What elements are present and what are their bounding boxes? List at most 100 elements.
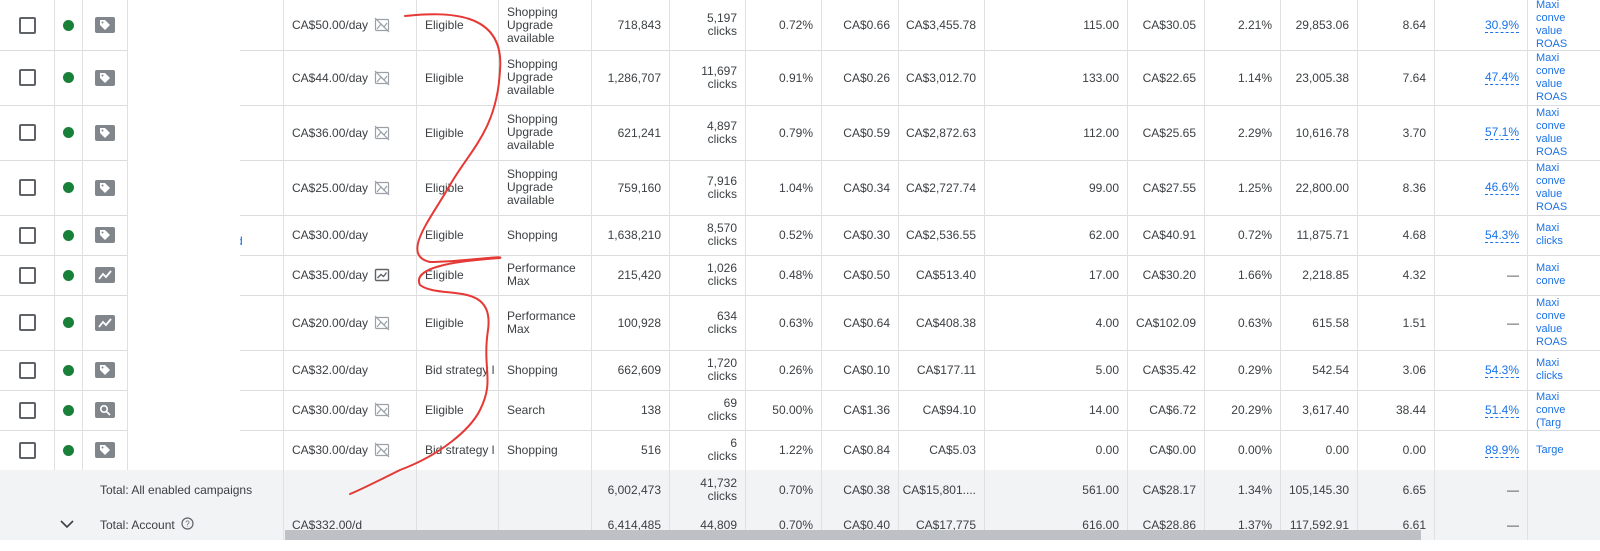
- chevron-down-icon[interactable]: [60, 518, 74, 532]
- stacked-text: Maxi conve value ROAS: [1536, 162, 1567, 214]
- checkbox-cell[interactable]: [0, 430, 55, 470]
- campaign-name-cell[interactable]: [128, 350, 284, 390]
- campaign-row[interactable]: CA$32.00/day Bid strategy l Shopping 662,60…: [0, 350, 1600, 391]
- target-roas-cell[interactable]: 30.9%: [1435, 0, 1528, 50]
- target-roas-cell[interactable]: 46.6%: [1435, 160, 1528, 215]
- cell-text: CA$25.00/day: [292, 180, 369, 195]
- image-off-icon[interactable]: [374, 442, 390, 458]
- status-cell[interactable]: Eligible: [417, 50, 499, 105]
- budget-cell[interactable]: CA$20.00/day: [284, 295, 417, 350]
- help-icon[interactable]: ?: [181, 517, 194, 533]
- bid-strategy-cell[interactable]: Maxi conve (Targ: [1528, 390, 1600, 430]
- status-cell[interactable]: Eligible: [417, 390, 499, 430]
- budget-cell[interactable]: CA$44.00/day: [284, 50, 417, 105]
- budget-cell[interactable]: CA$35.00/day: [284, 255, 417, 295]
- stacked-text: Maxi conve value ROAS: [1536, 107, 1567, 159]
- status-cell[interactable]: Eligible: [417, 105, 499, 160]
- campaign-name-cell[interactable]: [128, 430, 284, 470]
- row-checkbox[interactable]: [18, 69, 36, 86]
- stacked-text: 7,916 clicks: [707, 174, 737, 201]
- target-roas-cell[interactable]: 89.9%: [1435, 430, 1528, 470]
- campaign-row[interactable]: CA$35.00/day Eligible Performance Max 215,42…: [0, 255, 1600, 296]
- bid-strategy-cell[interactable]: Maxi conve value ROAS: [1528, 0, 1600, 50]
- trend-icon[interactable]: [374, 267, 390, 283]
- row-checkbox[interactable]: [18, 226, 36, 244]
- budget-cell[interactable]: CA$50.00/day: [284, 0, 417, 50]
- checkbox-cell[interactable]: [0, 0, 55, 50]
- checkbox-cell[interactable]: [0, 50, 55, 105]
- status-cell[interactable]: Eligible: [417, 0, 499, 50]
- row-checkbox[interactable]: [18, 361, 36, 379]
- status-cell[interactable]: Eligible: [417, 160, 499, 215]
- budget-cell[interactable]: CA$36.00/day: [284, 105, 417, 160]
- checkbox-cell[interactable]: [0, 350, 55, 390]
- campaign-name-cell[interactable]: [128, 390, 284, 430]
- target-roas-cell[interactable]: 51.4%: [1435, 390, 1528, 430]
- chart-icon: [95, 267, 115, 283]
- row-checkbox[interactable]: [18, 16, 36, 34]
- campaign-name-cell[interactable]: [128, 0, 284, 50]
- target-roas-cell[interactable]: 57.1%: [1435, 105, 1528, 160]
- target-roas-cell[interactable]: 54.3%: [1435, 215, 1528, 255]
- campaign-name-cell[interactable]: [128, 295, 284, 350]
- cell-text: 0.91%: [778, 70, 813, 85]
- bid-strategy-cell[interactable]: Maxi conve value ROAS: [1528, 160, 1600, 215]
- row-checkbox[interactable]: [18, 314, 36, 331]
- status-cell[interactable]: Eligible: [417, 295, 499, 350]
- campaign-name-cell[interactable]: [128, 255, 284, 295]
- checkbox-cell[interactable]: [0, 160, 55, 215]
- image-off-icon[interactable]: [374, 125, 390, 141]
- checkbox-cell[interactable]: [0, 255, 55, 295]
- image-off-icon[interactable]: [374, 315, 390, 331]
- budget-cell[interactable]: CA$32.00/day: [284, 350, 417, 390]
- row-checkbox[interactable]: [18, 266, 36, 284]
- status-cell[interactable]: Bid strategy l: [417, 430, 499, 470]
- checkbox-cell[interactable]: [0, 390, 55, 430]
- row-checkbox[interactable]: [18, 441, 36, 459]
- campaign-row[interactable]: CA$44.00/day Eligible Shopping Upgrade avail…: [0, 50, 1600, 106]
- crate-cell: 1.66%: [1205, 255, 1281, 295]
- stacked-text: Shopping Upgrade available: [507, 58, 558, 97]
- budget-cell[interactable]: CA$30.00/day: [284, 390, 417, 430]
- bid-strategy-cell[interactable]: Maxi clicks: [1528, 215, 1600, 255]
- campaign-name-cell[interactable]: [128, 50, 284, 105]
- image-off-icon[interactable]: [374, 180, 390, 196]
- row-checkbox[interactable]: [18, 124, 36, 141]
- row-checkbox[interactable]: [18, 179, 36, 196]
- budget-cell[interactable]: CA$25.00/day: [284, 160, 417, 215]
- budget-cell[interactable]: CA$30.00/day: [284, 215, 417, 255]
- bid-strategy-cell[interactable]: Maxi conve value ROAS: [1528, 50, 1600, 105]
- checkbox-cell[interactable]: [0, 215, 55, 255]
- checkbox-cell[interactable]: [0, 295, 55, 350]
- status-cell[interactable]: Bid strategy l: [417, 350, 499, 390]
- target-roas-cell[interactable]: 54.3%: [1435, 350, 1528, 390]
- campaign-row[interactable]: CA$30.00/day Bid strategy l Shopping 516 6 cl…: [0, 430, 1600, 471]
- campaign-row[interactable]: CA$36.00/day Eligible Shopping Upgrade avail…: [0, 105, 1600, 161]
- bid-strategy-cell[interactable]: Maxi clicks: [1528, 350, 1600, 390]
- cell-text: 54.3%: [1484, 227, 1519, 243]
- bid-strategy-cell[interactable]: Maxi conve value ROAS: [1528, 295, 1600, 350]
- cell-text: ROAS: [1536, 335, 1568, 348]
- budget-cell[interactable]: CA$30.00/day: [284, 430, 417, 470]
- checkbox-cell[interactable]: [0, 105, 55, 160]
- campaign-row[interactable]: CA$30.00/day Eligible Search 138 69 clicks 50.…: [0, 390, 1600, 431]
- bid-strategy-cell[interactable]: Maxi conve value ROAS: [1528, 105, 1600, 160]
- image-off-icon[interactable]: [374, 70, 390, 86]
- bid-strategy-cell[interactable]: Targe: [1528, 430, 1600, 470]
- campaign-row[interactable]: CA$25.00/day Eligible Shopping Upgrade avail…: [0, 160, 1600, 216]
- campaign-row[interactable]: CA$50.00/day Eligible Shopping Upgrade avail…: [0, 0, 1600, 51]
- image-off-icon[interactable]: [374, 17, 390, 33]
- campaign-row[interactable]: dCA$30.00/dayEligibleShopping1,638,2108,…: [0, 215, 1600, 256]
- image-off-icon[interactable]: [374, 402, 390, 418]
- campaign-name-cell[interactable]: [128, 160, 284, 215]
- bid-strategy-cell[interactable]: Maxi conve: [1528, 255, 1600, 295]
- campaign-name-cell[interactable]: [128, 105, 284, 160]
- stacked-text: 44,809: [700, 518, 737, 532]
- target-roas-cell[interactable]: 47.4%: [1435, 50, 1528, 105]
- campaign-row[interactable]: CA$20.00/day Eligible Performance Max 100,92…: [0, 295, 1600, 351]
- row-checkbox[interactable]: [18, 401, 36, 419]
- status-cell[interactable]: Eligible: [417, 255, 499, 295]
- irate-cell: 0.72%: [746, 0, 822, 50]
- horizontal-scrollbar[interactable]: [285, 530, 1421, 540]
- status-cell[interactable]: Eligible: [417, 215, 499, 255]
